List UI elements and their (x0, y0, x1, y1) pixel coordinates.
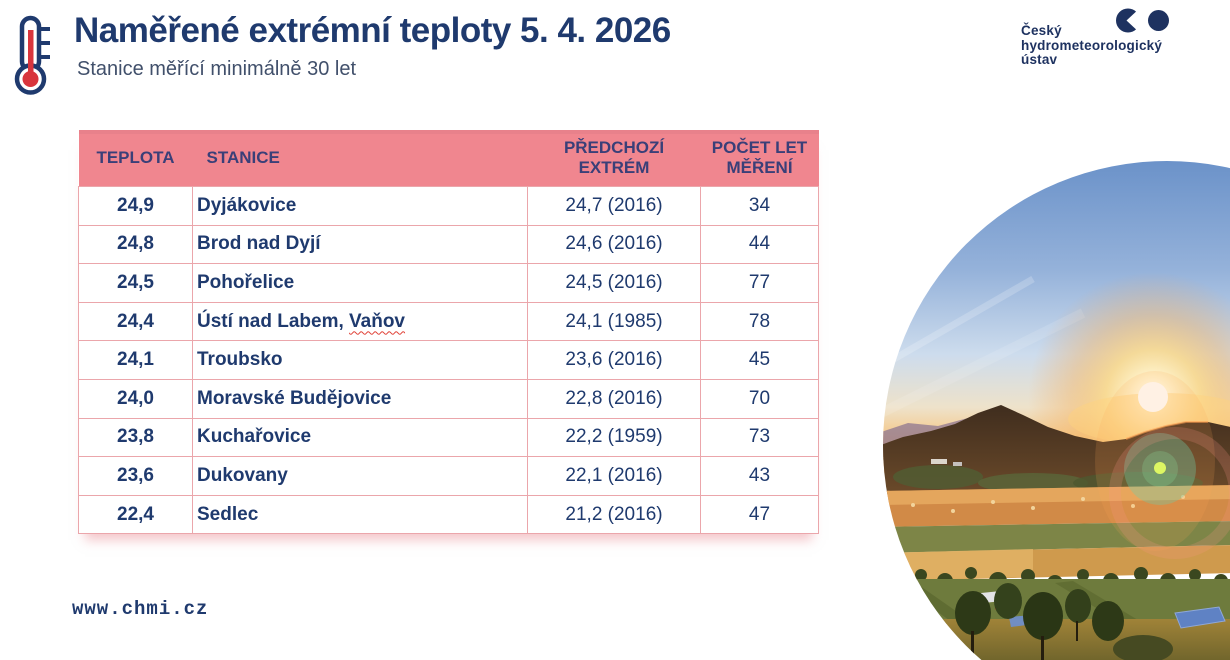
cell-previous-extreme: 21,2 (2016) (527, 494, 701, 535)
cell-temperature: 24,0 (78, 378, 193, 419)
cell-station: Ústí nad Labem, Vaňov (192, 301, 528, 342)
cell-temperature: 24,1 (78, 340, 193, 380)
table-row: 24,0 Moravské Budějovice 22,8 (2016) 70 (78, 378, 819, 419)
page-title: Naměřené extrémní teploty 5. 4. 2026 (74, 11, 671, 50)
chmi-logo-mark-icon (1116, 8, 1169, 34)
table-row: 24,4 Ústí nad Labem, Vaňov 24,1 (1985) 7… (78, 301, 819, 342)
logo-line-1: Český (1021, 23, 1062, 38)
cell-station: Kuchařovice (192, 417, 528, 458)
cell-previous-extreme: 24,7 (2016) (527, 186, 701, 226)
table-header: TEPLOTA STANICE PŘEDCHOZÍ EXTRÉM POČET L… (78, 130, 819, 187)
table-row: 24,5 Pohořelice 24,5 (2016) 77 (78, 263, 819, 303)
cell-years-measured: 78 (700, 301, 819, 342)
cell-years-measured: 73 (700, 417, 819, 458)
cell-station: Troubsko (192, 340, 528, 380)
cell-temperature: 23,6 (78, 456, 193, 496)
cell-years-measured: 47 (700, 494, 819, 535)
table-row: 23,6 Dukovany 22,1 (2016) 43 (78, 456, 819, 496)
page-subtitle: Stanice měřící minimálně 30 let (77, 58, 357, 80)
cell-station: Brod nad Dyjí (192, 224, 528, 265)
cell-years-measured: 44 (700, 224, 819, 265)
website-link[interactable]: www.chmi.cz (72, 598, 209, 620)
cell-temperature: 22,4 (78, 494, 193, 535)
column-header-station: STANICE (192, 130, 528, 187)
logo-line-2: hydrometeorologický (1021, 37, 1163, 53)
sunset-landscape-photo (883, 161, 1230, 660)
table-row: 24,8 Brod nad Dyjí 24,6 (2016) 44 (78, 224, 819, 265)
cell-previous-extreme: 24,1 (1985) (527, 301, 701, 342)
cell-previous-extreme: 24,6 (2016) (527, 224, 701, 265)
cell-previous-extreme: 22,8 (2016) (527, 378, 701, 419)
table-row: 22,4 Sedlec 21,2 (2016) 47 (78, 494, 819, 535)
cell-years-measured: 43 (700, 456, 819, 496)
cell-years-measured: 34 (700, 186, 819, 226)
cell-previous-extreme: 24,5 (2016) (527, 263, 701, 303)
thermometer-icon (14, 15, 50, 95)
table-row: 23,8 Kuchařovice 22,2 (1959) 73 (78, 417, 819, 458)
cell-temperature: 24,5 (78, 263, 193, 303)
table-row: 24,1 Troubsko 23,6 (2016) 45 (78, 340, 819, 380)
cell-previous-extreme: 22,1 (2016) (527, 456, 701, 496)
column-header-years-measured: POČET LET MĚŘENÍ (700, 130, 819, 187)
cell-temperature: 23,8 (78, 417, 193, 458)
cell-temperature: 24,8 (78, 224, 193, 265)
spellcheck-underline: Vaňov (349, 310, 406, 332)
column-header-previous-extreme: PŘEDCHOZÍ EXTRÉM (527, 130, 701, 187)
cell-temperature: 24,4 (78, 301, 193, 342)
cell-station: Dukovany (192, 456, 528, 496)
cell-temperature: 24,9 (78, 186, 193, 226)
table-body: 24,9 Dyjákovice 24,7 (2016) 34 24,8 Brod… (78, 186, 819, 535)
cell-previous-extreme: 22,2 (1959) (527, 417, 701, 458)
logo-line-3: ústav (1021, 52, 1058, 67)
column-header-temperature: TEPLOTA (78, 130, 193, 187)
cell-station: Moravské Budějovice (192, 378, 528, 419)
cell-station: Sedlec (192, 494, 528, 535)
cell-years-measured: 77 (700, 263, 819, 303)
chmi-logo-text: Český hydrometeorologický ústav (1021, 23, 1163, 68)
cell-years-measured: 45 (700, 340, 819, 380)
cell-station: Dyjákovice (192, 186, 528, 226)
cell-station: Pohořelice (192, 263, 528, 303)
cell-years-measured: 70 (700, 378, 819, 419)
extreme-temperatures-table: TEPLOTA STANICE PŘEDCHOZÍ EXTRÉM POČET L… (78, 130, 819, 535)
table-row: 24,9 Dyjákovice 24,7 (2016) 34 (78, 186, 819, 226)
cell-previous-extreme: 23,6 (2016) (527, 340, 701, 380)
